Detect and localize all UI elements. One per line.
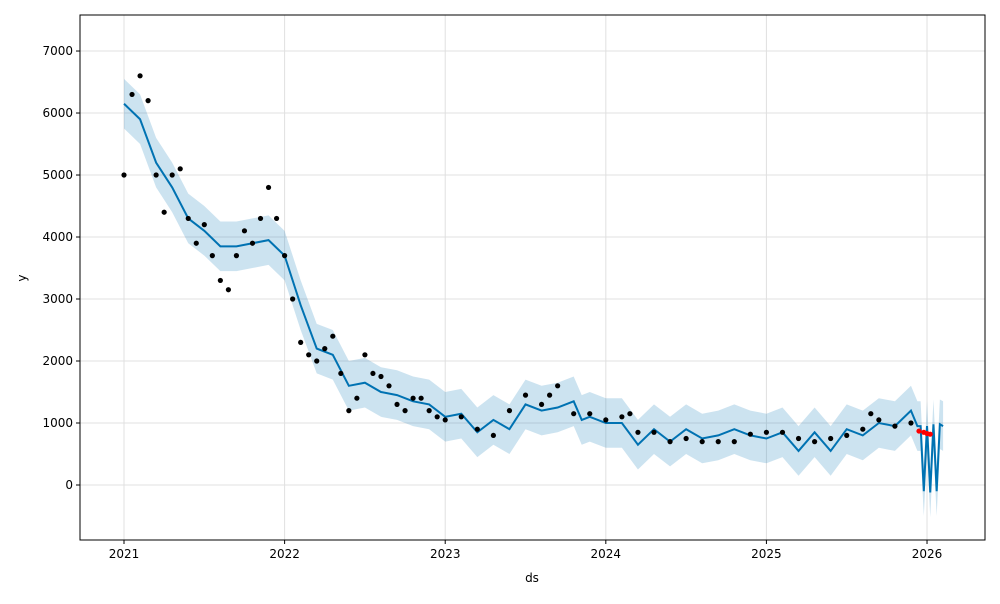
data-point xyxy=(298,339,304,346)
data-point xyxy=(795,435,802,442)
data-point xyxy=(362,352,368,358)
data-point xyxy=(747,431,753,437)
x-axis-label: ds xyxy=(525,571,539,585)
data-point xyxy=(161,209,167,215)
data-point xyxy=(474,426,480,432)
data-point xyxy=(731,439,737,445)
data-point xyxy=(587,411,593,417)
data-point xyxy=(603,417,609,423)
data-point xyxy=(442,417,448,423)
y-axis-label: y xyxy=(15,274,29,281)
data-point xyxy=(571,411,577,417)
data-point xyxy=(490,432,496,439)
data-point xyxy=(129,91,135,98)
data-point xyxy=(193,240,199,246)
data-point xyxy=(201,222,207,228)
y-tick-label: 7000 xyxy=(42,44,73,58)
data-point xyxy=(916,428,922,434)
data-point xyxy=(121,172,127,178)
y-tick-label: 4000 xyxy=(42,230,73,244)
data-point xyxy=(290,296,296,302)
data-point xyxy=(522,392,529,398)
data-point xyxy=(306,352,312,358)
data-point xyxy=(314,358,320,364)
x-tick-label: 2022 xyxy=(269,547,300,561)
data-point xyxy=(458,414,464,420)
data-point xyxy=(434,414,440,420)
data-point xyxy=(354,395,360,401)
data-point xyxy=(217,277,223,284)
data-point xyxy=(828,435,834,442)
data-point xyxy=(627,411,633,417)
plot-frame xyxy=(79,14,986,541)
y-tick-label: 1000 xyxy=(42,416,73,430)
forecast-line xyxy=(123,102,944,493)
x-tick-label: 2025 xyxy=(751,547,782,561)
x-tick-label: 2021 xyxy=(109,547,140,561)
data-point xyxy=(370,370,376,377)
y-tick-label: 3000 xyxy=(42,292,73,306)
x-tick-label: 2024 xyxy=(591,547,622,561)
data-point xyxy=(892,423,898,429)
data-point xyxy=(635,429,641,435)
data-point xyxy=(811,439,818,445)
data-point xyxy=(177,166,183,172)
data-point xyxy=(153,172,159,178)
data-point xyxy=(876,417,882,423)
data-point xyxy=(779,429,786,435)
data-point xyxy=(538,401,545,408)
y-tick-label: 2000 xyxy=(42,354,73,368)
data-point xyxy=(868,411,874,417)
data-point xyxy=(282,253,288,259)
x-tick-label: 2026 xyxy=(912,547,943,561)
y-tick-label: 0 xyxy=(65,478,73,492)
data-point xyxy=(860,426,866,432)
data-point xyxy=(145,98,151,104)
data-point xyxy=(555,383,561,389)
y-tick-label: 5000 xyxy=(42,168,73,182)
data-point xyxy=(241,228,248,234)
x-tick-label: 2023 xyxy=(430,547,461,561)
data-point xyxy=(426,408,432,414)
data-point xyxy=(547,392,553,398)
data-point xyxy=(908,420,914,426)
data-point xyxy=(169,172,175,178)
data-point xyxy=(346,408,352,414)
data-point xyxy=(394,401,400,408)
data-point xyxy=(410,395,416,401)
data-point xyxy=(257,215,264,222)
data-point xyxy=(683,435,689,442)
data-point xyxy=(137,73,143,79)
data-point xyxy=(338,370,344,377)
y-tick-label: 6000 xyxy=(42,106,73,120)
data-point xyxy=(927,431,933,437)
data-point xyxy=(651,429,657,435)
data-point xyxy=(185,215,191,222)
data-point xyxy=(265,184,272,191)
uncertainty-band xyxy=(124,78,944,518)
data-point xyxy=(330,333,336,339)
data-point xyxy=(378,373,384,380)
data-point xyxy=(225,287,231,293)
data-point xyxy=(418,395,424,401)
data-point xyxy=(249,240,256,246)
data-point xyxy=(322,346,328,352)
data-point xyxy=(209,253,215,259)
data-point xyxy=(619,414,625,420)
data-point xyxy=(233,253,240,259)
data-point xyxy=(667,439,673,445)
data-point xyxy=(699,439,705,445)
data-point xyxy=(763,429,770,435)
data-point xyxy=(844,432,850,439)
data-point xyxy=(506,408,513,414)
data-point xyxy=(273,215,280,222)
data-point xyxy=(402,408,408,414)
data-point xyxy=(715,439,721,445)
data-point xyxy=(386,383,392,389)
